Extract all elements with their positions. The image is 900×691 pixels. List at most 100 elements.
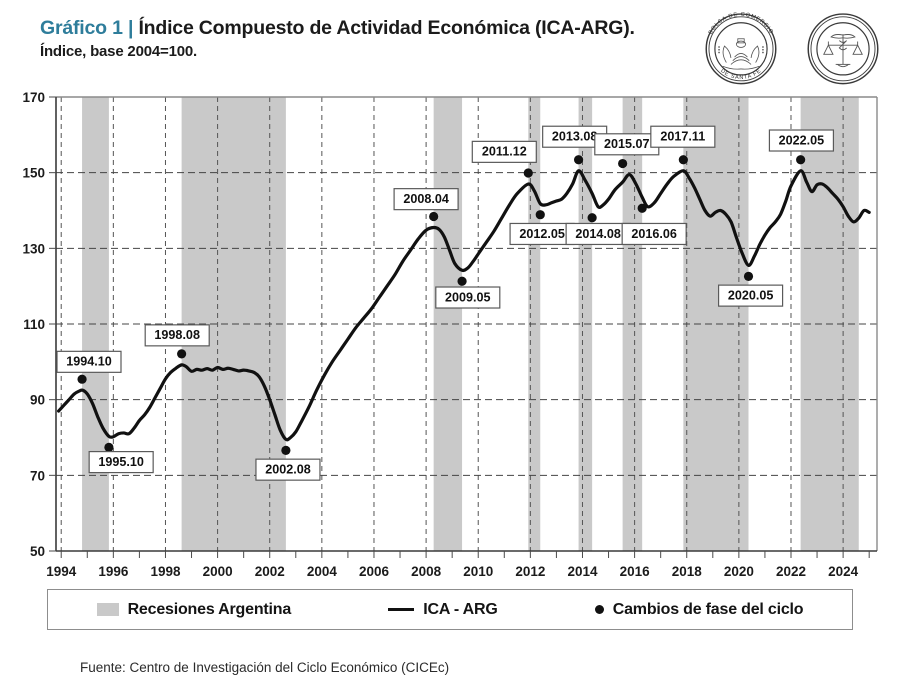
x-axis-tick-label: 2002 [255,564,285,579]
callout-box [393,188,459,211]
callout-label: 2009.05 [445,290,491,304]
y-axis: 50 70 90 110 130 150 170 [22,90,57,559]
callout-label: 2022.05 [779,133,825,147]
turning-point-callout: 2017.11 [650,125,716,148]
callout-box [768,129,835,152]
x-axis-tick-label: 1996 [98,564,129,579]
recession-band-swatch-icon [96,603,119,616]
y-axis-tick-label: 70 [30,468,45,483]
callout-label: 2013.08 [552,130,598,144]
legend-item-ica-arg: ICA - ARG [388,600,498,619]
y-axis-tick-label: 90 [30,393,45,408]
x-axis-tick-label: 2024 [828,564,859,579]
source-note: Fuente: Centro de Investigación del Cicl… [80,660,450,675]
y-axis-tick-label: 170 [22,90,45,105]
callout-label: 2017.11 [660,130,705,144]
callout-label: 2020.05 [728,288,774,302]
turning-point-dot [457,276,467,286]
turning-point-callout: 1995.10 [88,450,154,474]
x-axis-tick-label: 2004 [307,564,338,579]
bolsa-de-comercio-de-santa-fe-logo-icon: BOLSA DE COMERCIO DE SANTA FE [705,12,777,85]
turning-point-dots [77,155,806,455]
turning-point-callout: 2008.04 [393,188,459,211]
x-axis-tick-label: 2010 [463,564,493,579]
x-axis-tick-label: 2020 [724,564,754,579]
turning-point-callout: 2022.05 [768,129,835,152]
legend-item-phase-changes: Cambios de fase del ciclo [594,600,804,619]
series-ica-arg [57,169,871,442]
callout-label: 1994.10 [66,355,112,369]
callout-label: 1995.10 [98,455,144,469]
legend-label-ica-arg: ICA - ARG [423,600,498,618]
x-axis-tick-label: 2008 [411,564,442,579]
callout-box [471,140,537,163]
turning-point-dot [177,349,187,359]
turning-point-dot [104,442,114,452]
x-axis-tick-label: 2022 [776,564,806,579]
logo-group: BOLSA DE COMERCIO DE SANTA FE [694,4,890,90]
callout-label: 2011.12 [482,145,527,159]
callout-box [621,222,687,246]
x-axis-tick-label: 2000 [203,564,233,579]
x-axis-tick-label: 2018 [672,564,703,579]
legend-item-recessions: Recesiones Argentina [96,600,292,619]
turning-point-callout: 2015.07 [594,133,660,156]
callout-box [255,458,321,481]
callout-box [144,324,210,347]
x-axis-tick-label: 2006 [359,564,390,579]
dot-swatch-icon [594,605,604,614]
callout-label: 2015.07 [604,137,650,151]
turning-point-callout: 1994.10 [56,350,122,373]
y-axis-tick-label: 150 [22,166,45,181]
callout-box [435,286,501,309]
legend-label-recessions: Recesiones Argentina [127,600,292,618]
turning-point-callout: 2014.08 [565,222,631,246]
title-block: Gráfico 1 | Índice Compuesto de Activida… [40,16,680,60]
turning-point-dot [77,374,87,384]
callout-label: 2012.05 [519,227,565,241]
title-separator: | [127,17,134,39]
y-axis-tick-label: 50 [30,544,45,559]
callout-box [88,450,154,474]
legend-label-phase-changes: Cambios de fase del ciclo [612,600,804,618]
line-swatch-icon [388,608,415,611]
y-axis-tick-label: 130 [22,241,45,256]
callout-label: 2008.04 [403,192,449,206]
callout-label: 2014.08 [575,227,621,241]
x-axis-tick-label: 1994 [46,564,77,579]
page-subtitle: Índice, base 2004=100. [40,43,197,60]
turning-point-dot [523,168,533,178]
turning-point-dot [796,155,806,165]
plot-frame [56,96,878,551]
callout-label: 1998.08 [154,328,200,342]
bolsa-de-comercio-de-rosario-logo-icon: BOLSA DE COMERCIO DE ROSARIO [807,13,879,85]
callout-box [717,284,784,307]
title-main: Índice Compuesto de Actividad Económica … [138,17,635,39]
turning-point-dot [587,213,597,223]
turning-point-dot [618,158,628,169]
x-axis: 1994 1996 1998 2000 2002 2004 2006 2008 2010 2012… [46,550,877,579]
title-prefix: Gráfico 1 [40,17,123,39]
turning-point-callout: 1998.08 [144,324,210,347]
turning-point-dot [429,211,439,222]
chart-area: 50 70 90 110 130 150 170 1994 1996 1998 2000 2002 2… [0,88,900,588]
callout-box [650,125,716,148]
turning-point-callout: 2002.08 [255,458,321,481]
turning-point-callout: 2020.05 [717,284,784,307]
x-axis-tick-label: 2014 [567,564,598,579]
x-axis-tick-label: 2012 [515,564,545,579]
turning-point-callout: 2013.08 [542,125,608,148]
callout-label: 2002.08 [265,462,311,476]
ica-arg-series-line [57,169,871,442]
turning-point-dot [535,210,545,220]
callout-box [56,350,122,373]
x-axis-tick-label: 1998 [150,564,181,579]
turning-point-dot [678,155,688,165]
turning-point-dot [281,445,291,455]
turning-point-callout: 2016.06 [621,222,687,246]
turning-point-callout: 2011.12 [471,140,537,163]
page-title: Gráfico 1 | Índice Compuesto de Activida… [40,16,680,41]
chart-legend: Recesiones Argentina ICA - ARG Cambios d… [47,589,853,630]
turning-point-dot [743,271,754,281]
turning-point-callout: 2009.05 [435,286,501,309]
